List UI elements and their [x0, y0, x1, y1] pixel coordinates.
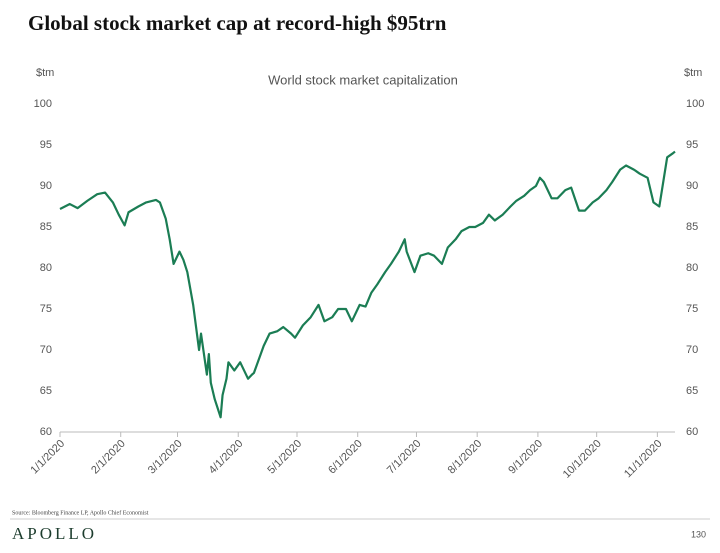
- y-tick-label: 80: [40, 262, 52, 274]
- x-tick-label: 8/1/2020: [446, 438, 485, 477]
- x-tick-label: 9/1/2020: [506, 438, 545, 477]
- logo: APOLLO: [12, 524, 97, 543]
- y-tick-label: 90: [40, 180, 52, 192]
- y2-tick-label: 60: [686, 426, 698, 438]
- x-tick-label: 1/1/2020: [28, 438, 67, 477]
- y-axis-label: $tm: [36, 67, 54, 79]
- y-tick-label: 75: [40, 303, 52, 315]
- x-tick-label: 6/1/2020: [326, 438, 365, 477]
- page-title: Global stock market cap at record-high $…: [28, 11, 447, 35]
- y2-tick-label: 75: [686, 303, 698, 315]
- y-tick-label: 100: [34, 98, 52, 110]
- source: Source: Bloomberg Finance LP, Apollo Chi…: [12, 509, 149, 516]
- y-tick-label: 85: [40, 221, 52, 233]
- y2-axis-label: $tm: [684, 67, 702, 79]
- y2-tick-label: 85: [686, 221, 698, 233]
- y-tick-label: 70: [40, 344, 52, 356]
- x-tick-label: 2/1/2020: [89, 438, 128, 477]
- x-tick-label: 11/1/2020: [622, 438, 665, 481]
- x-tick-label: 10/1/2020: [561, 438, 604, 481]
- y2-tick-label: 70: [686, 344, 698, 356]
- y2-tick-label: 100: [686, 98, 704, 110]
- y2-tick-label: 80: [686, 262, 698, 274]
- y-tick-label: 65: [40, 385, 52, 397]
- series-line: [59, 150, 676, 419]
- y-tick-label: 60: [40, 426, 52, 438]
- chart-title: World stock market capitalization: [268, 72, 458, 87]
- y2-tick-label: 90: [686, 180, 698, 192]
- page-number: 130: [691, 529, 706, 539]
- y2-tick-label: 95: [686, 139, 698, 151]
- x-tick-label: 7/1/2020: [385, 438, 424, 477]
- y-tick-label: 95: [40, 139, 52, 151]
- x-tick-label: 4/1/2020: [207, 438, 246, 477]
- x-tick-label: 5/1/2020: [265, 438, 304, 477]
- y2-tick-label: 65: [686, 385, 698, 397]
- x-tick-label: 3/1/2020: [146, 438, 185, 477]
